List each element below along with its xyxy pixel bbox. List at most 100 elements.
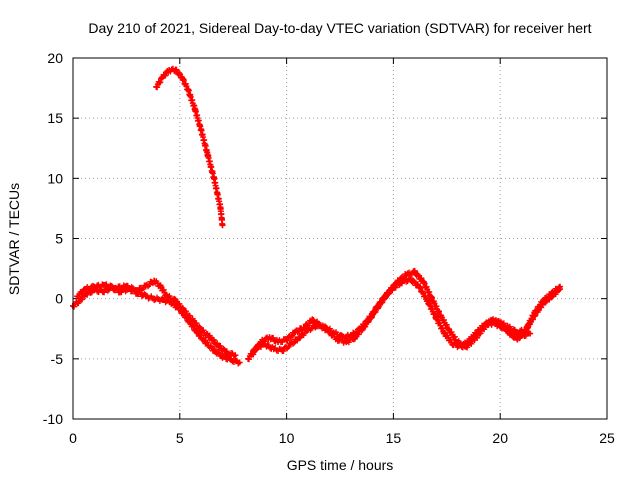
data-point xyxy=(193,329,200,336)
data-point xyxy=(245,355,252,362)
y-tick-label: -10 xyxy=(43,411,63,427)
data-point xyxy=(394,278,401,285)
x-tick-label: 15 xyxy=(386,430,402,446)
data-point xyxy=(151,295,158,302)
series-arc-f xyxy=(488,283,564,343)
data-point xyxy=(172,67,179,74)
data-point xyxy=(151,277,158,284)
data-point xyxy=(497,319,504,326)
data-point xyxy=(441,330,448,337)
data-point xyxy=(275,338,282,345)
data-point xyxy=(74,293,81,300)
data-point xyxy=(360,324,367,331)
y-tick-label: 10 xyxy=(47,170,63,186)
data-point xyxy=(204,151,211,158)
data-point xyxy=(163,293,170,300)
data-point xyxy=(514,329,521,336)
data-point xyxy=(172,298,179,305)
data-point xyxy=(159,296,166,303)
data-point xyxy=(283,336,290,343)
y-tick-label: 5 xyxy=(55,231,63,247)
data-point xyxy=(166,67,173,74)
data-point xyxy=(309,317,316,324)
data-point xyxy=(228,357,235,364)
chart-title: Day 210 of 2021, Sidereal Day-to-day VTE… xyxy=(88,20,591,36)
series-arc-c xyxy=(153,65,226,229)
data-point xyxy=(219,353,226,360)
data-point xyxy=(471,336,478,343)
data-point xyxy=(296,334,303,341)
data-point xyxy=(198,127,205,134)
data-point xyxy=(386,288,393,295)
data-point xyxy=(300,324,307,331)
data-point xyxy=(159,74,166,81)
data-point xyxy=(215,342,222,349)
data-point xyxy=(454,338,461,345)
data-point xyxy=(488,317,495,324)
data-point xyxy=(191,105,198,112)
data-point xyxy=(76,298,83,305)
data-point xyxy=(377,300,384,307)
data-point xyxy=(270,346,277,353)
data-point xyxy=(181,307,188,314)
data-point xyxy=(433,314,440,321)
data-markers xyxy=(70,65,564,367)
data-point xyxy=(223,349,230,356)
data-point xyxy=(416,283,423,290)
data-point xyxy=(257,338,264,345)
data-point xyxy=(206,334,213,341)
data-point xyxy=(153,83,160,90)
data-point xyxy=(134,287,141,294)
plot-frame xyxy=(72,57,608,420)
data-point xyxy=(450,341,457,348)
data-point xyxy=(557,283,564,290)
data-point xyxy=(102,282,109,289)
x-tick-label: 25 xyxy=(599,430,615,446)
data-point xyxy=(411,269,418,276)
grid xyxy=(73,58,607,419)
data-point xyxy=(232,352,239,359)
data-point xyxy=(178,74,185,81)
data-point xyxy=(266,334,273,341)
data-point xyxy=(334,336,341,343)
data-point xyxy=(91,283,98,290)
data-point xyxy=(522,326,529,333)
data-point xyxy=(99,288,106,295)
data-point xyxy=(343,338,350,345)
data-point xyxy=(219,222,226,229)
data-point xyxy=(217,204,224,211)
data-point xyxy=(428,295,435,302)
data-point xyxy=(326,329,333,336)
axis-ticks: 0 5 10 15 20 25 -10 -5 0 5 10 15 20 xyxy=(43,50,615,446)
data-point xyxy=(210,347,217,354)
y-tick-label: -5 xyxy=(51,351,64,367)
data-point xyxy=(287,341,294,348)
series-arc-a xyxy=(70,283,243,367)
data-point xyxy=(445,326,452,333)
x-tick-label: 0 xyxy=(69,430,77,446)
data-point xyxy=(202,338,209,345)
x-axis-label: GPS time / hours xyxy=(287,457,394,473)
y-axis-label: SDTVAR / TECUs xyxy=(6,183,22,295)
y-tick-label: 0 xyxy=(55,291,63,307)
data-point xyxy=(82,286,89,293)
y-tick-label: 15 xyxy=(47,110,63,126)
data-point xyxy=(369,312,376,319)
data-point xyxy=(437,312,444,319)
data-point xyxy=(210,175,217,182)
data-point xyxy=(317,322,324,329)
data-point xyxy=(189,317,196,324)
data-point xyxy=(463,343,470,350)
data-point xyxy=(185,87,192,94)
data-point xyxy=(351,334,358,341)
data-point xyxy=(123,283,130,290)
data-point xyxy=(198,326,205,333)
data-point xyxy=(527,330,534,337)
data-point xyxy=(112,284,119,291)
data-point xyxy=(157,283,164,290)
series-arc-b xyxy=(74,277,239,360)
x-tick-label: 10 xyxy=(279,430,295,446)
data-point xyxy=(249,351,256,358)
data-point xyxy=(420,278,427,285)
